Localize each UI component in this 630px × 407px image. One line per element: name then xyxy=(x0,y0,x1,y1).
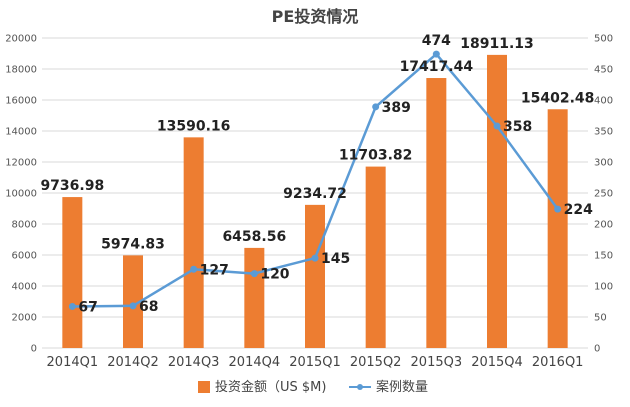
legend-bar-swatch xyxy=(198,381,210,393)
line-data-label: 358 xyxy=(503,119,532,135)
x-tick-label: 2014Q3 xyxy=(168,355,220,370)
x-tick-label: 2015Q3 xyxy=(411,355,463,370)
x-tick-label: 2016Q1 xyxy=(532,355,584,370)
legend: 投资金额（US $M) 案例数量 xyxy=(198,379,428,395)
bar xyxy=(305,204,325,348)
line-data-label: 224 xyxy=(564,202,593,218)
line-point xyxy=(311,254,319,262)
line-data-label: 145 xyxy=(321,251,350,267)
bar-series xyxy=(62,54,568,349)
line-data-label: 127 xyxy=(200,262,229,278)
bar-data-label: 5974.83 xyxy=(101,236,165,252)
bar xyxy=(183,137,204,348)
legend-line-marker xyxy=(357,384,363,390)
y-left-tick-label: 4000 xyxy=(12,282,37,293)
line-point xyxy=(432,50,440,58)
line-series xyxy=(68,50,562,310)
line-point xyxy=(129,302,137,310)
bar xyxy=(123,255,143,348)
legend-line-label: 案例数量 xyxy=(376,380,428,395)
y-left-tick-label: 14000 xyxy=(5,127,37,138)
y-right-tick-label: 300 xyxy=(594,158,613,169)
bar xyxy=(62,197,83,348)
x-tick-label: 2015Q1 xyxy=(289,355,341,370)
line-point xyxy=(190,265,198,273)
line-data-label: 389 xyxy=(382,100,411,116)
line-data-label: 67 xyxy=(78,299,97,315)
bar-data-label: 17417.44 xyxy=(400,59,474,75)
y-right-tick-label: 450 xyxy=(594,65,613,76)
bar xyxy=(426,78,447,349)
bar-data-label: 6458.56 xyxy=(222,229,286,245)
y-right-tick-label: 0 xyxy=(594,344,600,355)
y-right-tick-label: 100 xyxy=(594,282,613,293)
bar xyxy=(547,109,568,348)
bar-data-label: 13590.16 xyxy=(157,118,231,134)
x-tick-label: 2014Q4 xyxy=(229,355,281,370)
line-point xyxy=(493,122,501,130)
y-left-tick-label: 12000 xyxy=(5,158,37,169)
data-labels: 9736.98 5974.83 13590.16 6458.56 9234.72 1170… xyxy=(40,33,594,315)
x-tick-label: 2014Q1 xyxy=(47,355,99,370)
chart-title: PE投资情况 xyxy=(272,7,359,26)
y-right-tick-label: 400 xyxy=(594,96,613,107)
y-left-tick-label: 16000 xyxy=(5,96,37,107)
x-tick-label: 2015Q4 xyxy=(471,355,523,370)
bar xyxy=(365,166,386,348)
bar-data-label: 11703.82 xyxy=(339,148,413,164)
legend-bar-label: 投资金额（US $M) xyxy=(215,379,326,395)
line-data-label: 120 xyxy=(260,267,289,283)
line-point xyxy=(68,302,76,310)
line-point xyxy=(372,103,380,111)
y-left-tick-label: 6000 xyxy=(12,251,37,262)
bar-data-label: 15402.48 xyxy=(521,90,595,106)
y-right-tick-label: 500 xyxy=(594,34,613,45)
y-left-tick-label: 8000 xyxy=(12,220,37,231)
axes: 0200040006000800010000120001400016000180… xyxy=(5,34,613,371)
bar-data-label: 18911.13 xyxy=(460,36,534,52)
x-tick-label: 2014Q2 xyxy=(107,355,159,370)
y-right-tick-label: 50 xyxy=(594,313,607,324)
line-point xyxy=(554,205,562,213)
y-left-tick-label: 20000 xyxy=(5,34,37,45)
bar-data-label: 9234.72 xyxy=(283,186,347,202)
bar xyxy=(244,247,265,348)
y-left-tick-label: 18000 xyxy=(5,65,37,76)
y-right-tick-label: 200 xyxy=(594,220,613,231)
x-tick-label: 2015Q2 xyxy=(350,355,402,370)
y-right-tick-label: 350 xyxy=(594,127,613,138)
y-left-tick-label: 0 xyxy=(31,344,37,355)
line-data-label: 474 xyxy=(422,33,451,49)
bar xyxy=(487,54,507,349)
y-right-tick-label: 250 xyxy=(594,189,613,200)
line-point xyxy=(250,270,258,278)
line-data-label: 68 xyxy=(139,299,158,315)
bar-data-label: 9736.98 xyxy=(40,178,104,194)
y-right-tick-label: 150 xyxy=(594,251,613,262)
y-left-tick-label: 2000 xyxy=(12,313,37,324)
y-left-tick-label: 10000 xyxy=(5,189,37,200)
